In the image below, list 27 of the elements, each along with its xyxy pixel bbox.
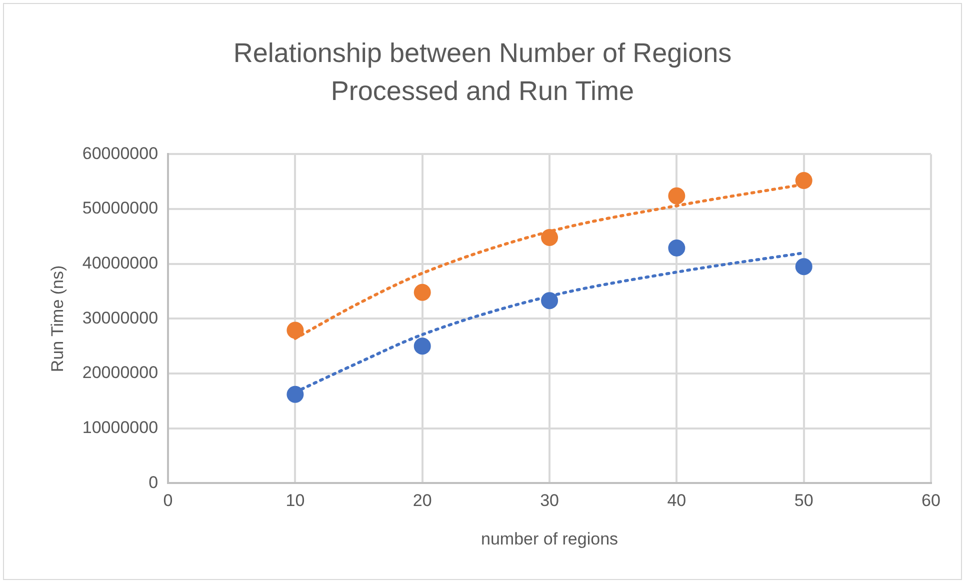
y-axis-title: Run Time (ns) bbox=[48, 265, 67, 372]
x-tick-label: 0 bbox=[163, 491, 173, 510]
point bbox=[668, 187, 686, 204]
x-tick-label: 50 bbox=[794, 491, 814, 510]
y-tick-label: 60000000 bbox=[82, 144, 158, 163]
point bbox=[414, 284, 431, 301]
point bbox=[795, 172, 812, 190]
chart-title: Relationship between Number of Regions Processed and Run Time bbox=[232, 37, 733, 108]
y-tick-label: 20000000 bbox=[82, 363, 158, 382]
point bbox=[286, 322, 304, 339]
y-tick-label: 30000000 bbox=[82, 308, 158, 328]
x-tick-label: 60 bbox=[922, 491, 940, 510]
x-tick-label: 20 bbox=[412, 491, 432, 510]
y-tick-label: 40000000 bbox=[82, 254, 158, 273]
x-tick-label: 30 bbox=[540, 491, 559, 510]
y-tick-label: 50000000 bbox=[82, 198, 158, 218]
x-axis-title: number of regions bbox=[481, 529, 618, 548]
point bbox=[541, 292, 558, 310]
point bbox=[286, 386, 304, 403]
point bbox=[668, 239, 686, 256]
point bbox=[414, 338, 431, 355]
point bbox=[795, 258, 812, 276]
y-tick-label: 10000000 bbox=[82, 418, 158, 438]
x-tick-label: 10 bbox=[286, 491, 305, 510]
x-tick-label: 40 bbox=[667, 491, 686, 510]
y-tick-label: 0 bbox=[148, 472, 158, 492]
point bbox=[541, 229, 558, 246]
